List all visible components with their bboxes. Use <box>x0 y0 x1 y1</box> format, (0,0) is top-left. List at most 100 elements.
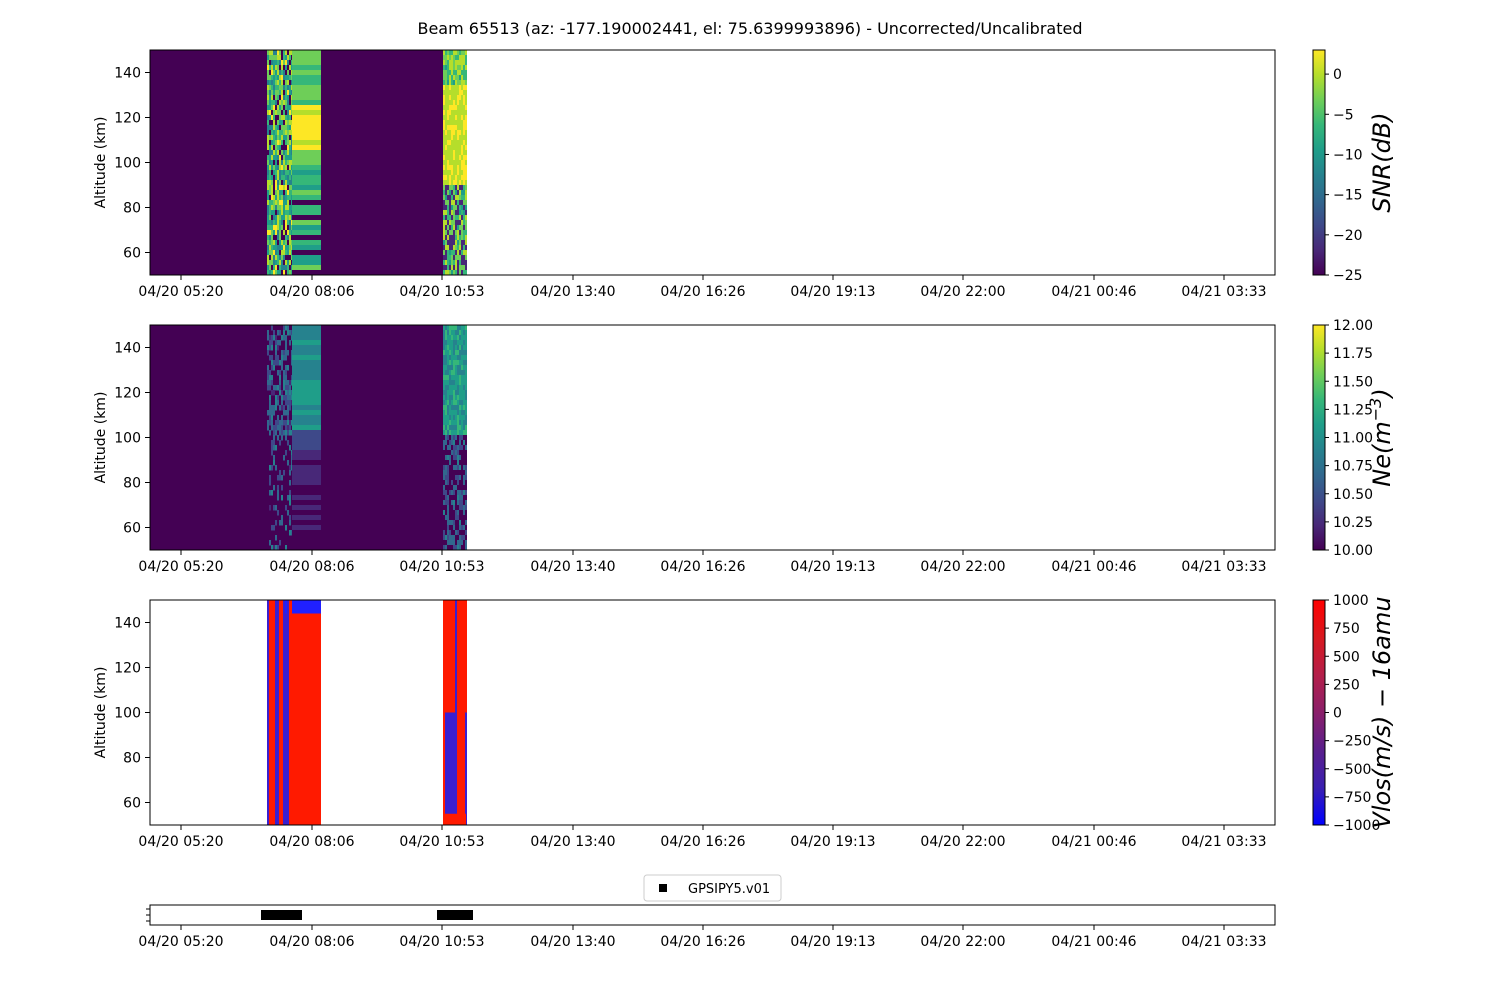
snr-cell <box>277 70 279 76</box>
snr-cell <box>443 130 445 136</box>
ne-cell <box>459 535 461 541</box>
ne-cell <box>275 400 277 406</box>
ne-cell <box>459 465 461 471</box>
ne-cell <box>453 355 455 361</box>
snr-cell <box>455 265 457 271</box>
ne-cell <box>453 490 455 496</box>
snr-cell <box>455 205 457 211</box>
vlos-column <box>443 600 445 825</box>
snr-cell <box>267 210 269 216</box>
snr-cell <box>457 215 459 221</box>
snr-cell <box>453 120 455 126</box>
snr-cell <box>275 210 277 216</box>
snr-cell <box>447 195 449 201</box>
ne-cell <box>461 470 463 476</box>
snr-cell <box>455 230 457 236</box>
ne-cell <box>465 525 467 531</box>
ne-cell <box>281 520 283 526</box>
ne-cell <box>447 480 449 486</box>
ne-cell <box>465 340 467 346</box>
ne-cell <box>285 450 287 456</box>
snr-cell <box>267 185 269 191</box>
ne-cell <box>459 400 461 406</box>
ne-cell <box>287 390 289 396</box>
ne-ytick-label-3: 120 <box>114 386 141 402</box>
ne-cell <box>443 420 445 426</box>
snr-cell <box>281 190 283 196</box>
snr-cell <box>267 90 269 96</box>
snr-cell <box>443 170 445 176</box>
snr-cell <box>285 245 287 251</box>
snr-stripe <box>292 125 321 131</box>
ne-cell <box>451 380 453 386</box>
snr-cell <box>445 125 447 131</box>
ne-cell <box>279 385 281 391</box>
ne-cell <box>451 440 453 446</box>
snr-cell <box>277 90 279 96</box>
snr-cell <box>457 70 459 76</box>
snr-cbar-tick-label-4: −20 <box>1333 228 1363 244</box>
ne-cell <box>457 455 459 461</box>
snr-cell <box>277 255 279 261</box>
snr-cell <box>457 270 459 276</box>
ne-cell <box>445 540 447 546</box>
ne-cell <box>283 405 285 411</box>
snr-cell <box>465 155 467 161</box>
snr-cell <box>279 205 281 211</box>
ne-cell <box>455 365 457 371</box>
snr-cell <box>273 270 275 276</box>
snr-cell <box>271 130 273 136</box>
snr-cell <box>267 125 269 131</box>
ne-stripe <box>292 435 321 441</box>
figure-title: Beam 65513 (az: -177.190002441, el: 75.6… <box>417 19 1082 38</box>
snr-cell <box>277 120 279 126</box>
ne-cell <box>457 535 459 541</box>
ne-cell <box>447 545 449 551</box>
ne-cell <box>461 535 463 541</box>
snr-stripe <box>292 60 321 66</box>
ne-cell <box>443 530 445 536</box>
ne-cell <box>447 475 449 481</box>
ne-cell <box>453 495 455 501</box>
snr-cell <box>449 225 451 231</box>
ne-cell <box>281 485 283 491</box>
ne-cell <box>271 490 273 496</box>
ne-cell <box>445 350 447 356</box>
snr-cell <box>279 95 281 101</box>
snr-cell <box>459 220 461 226</box>
snr-cell <box>267 245 269 251</box>
snr-cell <box>287 165 289 171</box>
ne-cell <box>461 420 463 426</box>
ne-cell <box>461 390 463 396</box>
snr-cell <box>459 165 461 171</box>
snr-cell <box>445 120 447 126</box>
ne-cell <box>445 430 447 436</box>
ne-cell <box>451 325 453 331</box>
snr-cell <box>277 245 279 251</box>
snr-cell <box>447 250 449 256</box>
snr-cell <box>271 170 273 176</box>
snr-cell <box>279 120 281 126</box>
snr-cell <box>449 140 451 146</box>
snr-cell <box>289 80 291 86</box>
snr-cell <box>445 115 447 121</box>
snr-cell <box>447 235 449 241</box>
snr-cell <box>443 205 445 211</box>
snr-cell <box>279 75 281 81</box>
snr-cell <box>275 255 277 261</box>
snr-cell <box>279 115 281 121</box>
ne-cell <box>447 490 449 496</box>
snr-cell <box>271 115 273 121</box>
ne-cell <box>443 355 445 361</box>
snr-cell <box>453 160 455 166</box>
snr-cell <box>287 60 289 66</box>
snr-cell <box>449 270 451 276</box>
ne-cell <box>267 385 269 391</box>
ne-cell <box>463 395 465 401</box>
ne-cell <box>449 455 451 461</box>
vlos-column <box>463 600 465 825</box>
ne-cell <box>447 460 449 466</box>
ne-cell <box>453 370 455 376</box>
snr-cell <box>279 50 281 56</box>
ne-cell <box>457 440 459 446</box>
